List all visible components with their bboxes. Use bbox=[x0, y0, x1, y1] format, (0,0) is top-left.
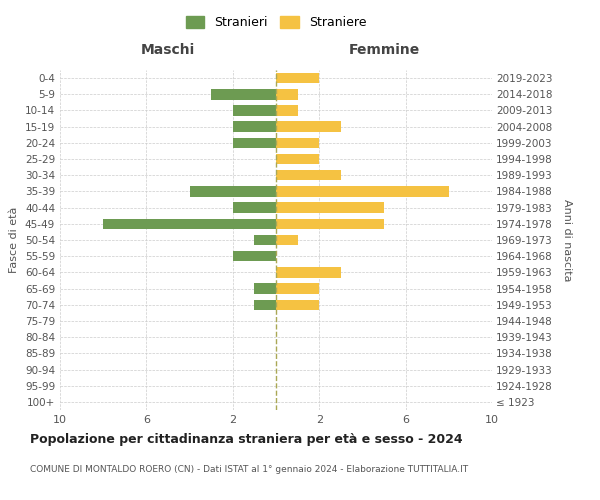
Bar bbox=[276, 186, 449, 196]
Text: Popolazione per cittadinanza straniera per età e sesso - 2024: Popolazione per cittadinanza straniera p… bbox=[30, 432, 463, 446]
Bar bbox=[254, 300, 276, 310]
Bar bbox=[276, 202, 384, 213]
Text: Femmine: Femmine bbox=[349, 43, 419, 57]
Legend: Stranieri, Straniere: Stranieri, Straniere bbox=[181, 11, 371, 34]
Bar bbox=[276, 138, 319, 148]
Bar bbox=[233, 202, 276, 213]
Bar bbox=[276, 105, 298, 116]
Bar bbox=[276, 234, 298, 246]
Bar bbox=[276, 267, 341, 278]
Bar bbox=[276, 284, 319, 294]
Bar bbox=[254, 234, 276, 246]
Bar bbox=[276, 218, 384, 229]
Bar bbox=[233, 105, 276, 116]
Bar bbox=[276, 73, 319, 84]
Bar bbox=[233, 251, 276, 262]
Bar bbox=[276, 154, 319, 164]
Bar bbox=[276, 170, 341, 180]
Bar bbox=[276, 89, 298, 100]
Text: COMUNE DI MONTALDO ROERO (CN) - Dati ISTAT al 1° gennaio 2024 - Elaborazione TUT: COMUNE DI MONTALDO ROERO (CN) - Dati IST… bbox=[30, 466, 468, 474]
Y-axis label: Anni di nascita: Anni di nascita bbox=[562, 198, 572, 281]
Bar bbox=[211, 89, 276, 100]
Bar bbox=[103, 218, 276, 229]
Text: Maschi: Maschi bbox=[141, 43, 195, 57]
Bar bbox=[276, 300, 319, 310]
Bar bbox=[233, 138, 276, 148]
Bar bbox=[233, 122, 276, 132]
Bar bbox=[254, 284, 276, 294]
Bar bbox=[190, 186, 276, 196]
Bar bbox=[276, 122, 341, 132]
Y-axis label: Fasce di età: Fasce di età bbox=[10, 207, 19, 273]
